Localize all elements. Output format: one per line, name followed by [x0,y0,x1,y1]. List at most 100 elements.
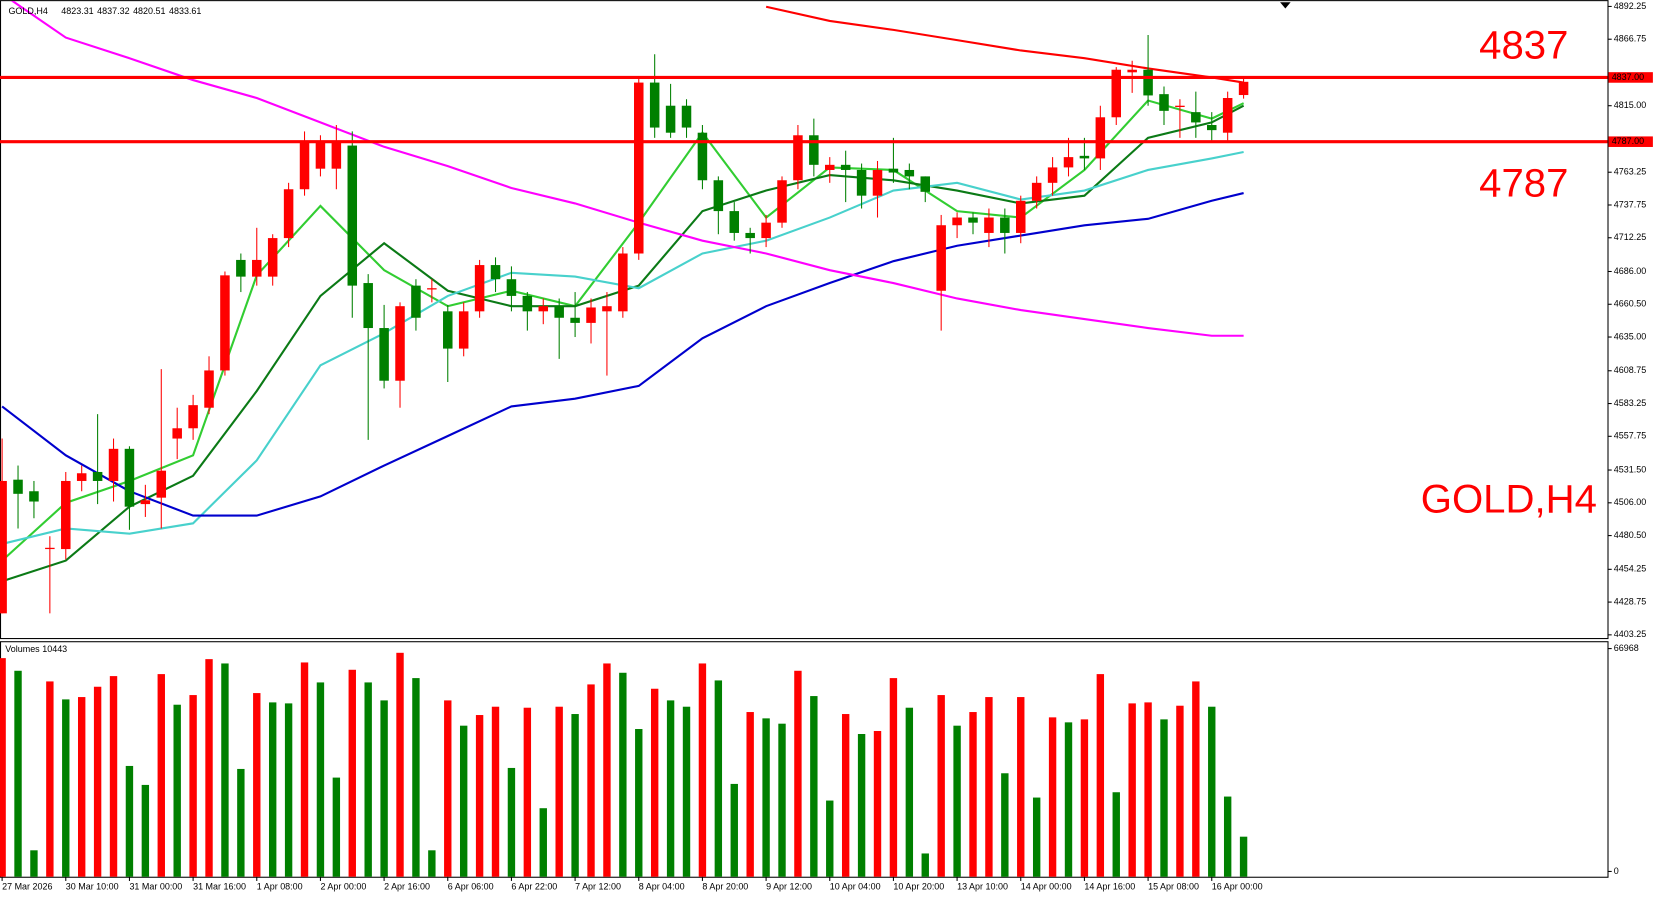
y-tick-label: 4557.75 [1614,431,1646,441]
x-tick-label: 6 Apr 22:00 [511,882,557,892]
candle-body [920,176,931,192]
x-tick-label: 16 Apr 00:00 [1212,882,1263,892]
volume-label: Volumes [5,644,40,654]
level-label: 4787 [1479,161,1568,206]
volume-bar [1001,773,1009,877]
candle-body [156,470,167,498]
candle-body [92,471,103,481]
volume-bar [380,700,388,877]
candle-body [1143,69,1153,96]
price-plot [0,1,1249,614]
y-tick-label: 4428.75 [1614,596,1646,606]
volume-bar [221,663,229,877]
x-tick-label: 10 Apr 04:00 [830,882,881,892]
candle-body [124,448,135,507]
volume-bar [746,712,754,877]
y-tick-label: 4608.75 [1614,365,1646,375]
volume-bar [714,680,723,877]
candle-body [1159,94,1169,111]
volume-bar [826,800,834,877]
candle-body [634,82,644,254]
candle-body [793,135,803,181]
volume-bar [268,702,277,877]
candle-body [252,259,262,277]
candle-body [29,491,39,502]
x-tick-label: 27 Mar 2026 [2,882,52,892]
volume-bar [1160,719,1168,877]
volume-bar [969,712,977,877]
volume-bar [141,784,150,877]
candle-body [45,547,55,550]
candle-body [315,142,326,169]
candle-body [649,82,660,128]
volume-bar [794,670,802,877]
volume-bar [1239,836,1248,877]
volume-bar [1080,719,1089,877]
volume-bar [921,853,929,877]
x-tick-label: 15 Apr 08:00 [1148,882,1199,892]
candle-body [745,232,755,239]
candle-body [61,480,71,550]
x-tick-label: 31 Mar 00:00 [129,882,182,892]
volume-bar [1048,717,1057,877]
candle-body [602,306,612,312]
volume-bar [284,703,293,877]
volume-bar [1208,706,1216,877]
candle-body [984,217,994,233]
header-high: 4837.32 [97,6,129,16]
volume-bar [125,765,134,877]
volume-bar [635,729,643,877]
candle-body [443,311,453,349]
volume-bar [698,663,707,877]
volume-bar [412,678,420,877]
level-tag [1608,72,1653,83]
volume-bar [109,676,118,877]
x-tick-label: 9 Apr 12:00 [766,882,812,892]
volume-bar [491,706,500,877]
x-tick-label: 6 Apr 06:00 [448,882,494,892]
candle-body [76,473,87,481]
x-tick-label: 8 Apr 04:00 [639,882,685,892]
candle-body [856,169,867,196]
moving-average [1,150,1244,545]
volume-bar [189,695,197,877]
volume-bar [857,734,866,877]
moving-average [1,104,1245,583]
volume-bar [555,706,563,877]
candle-body [522,295,533,312]
volume-bar [762,718,770,877]
volume-bar [0,658,6,877]
header-symbol: GOLD,H4 [8,6,47,16]
level-label: 4837 [1479,22,1568,67]
volume-bar [1112,792,1120,877]
y-tick-label: 4635.00 [1614,331,1646,341]
volume-bar [46,681,54,877]
header-close: 4833.61 [169,6,201,16]
volume-bar [523,707,532,877]
x-tick-label: 7 Apr 12:00 [575,882,621,892]
x-tick-label: 31 Mar 16:00 [193,882,246,892]
candle-body [586,307,596,323]
volume-bar [666,700,675,877]
y-tick-label: 4712.25 [1614,232,1646,242]
candle-body [363,283,373,329]
candle-body [968,217,978,223]
volume-bar [619,672,627,877]
candle-body [618,253,628,312]
y-tick-label: 4454.25 [1614,564,1646,574]
volume-bar [30,850,38,877]
x-tick-label: 2 Apr 00:00 [320,882,366,892]
candle-body [825,164,835,170]
volume-bar [730,783,738,877]
header-low: 4820.51 [133,6,165,16]
x-tick-label: 30 Mar 10:00 [66,882,119,892]
volume-bar [475,715,484,877]
candle-body [347,145,358,286]
volume-bar [93,686,102,877]
candle-body [761,222,771,239]
candle-body [379,328,389,381]
candle-body [13,479,23,494]
volume-bar [1176,705,1184,877]
